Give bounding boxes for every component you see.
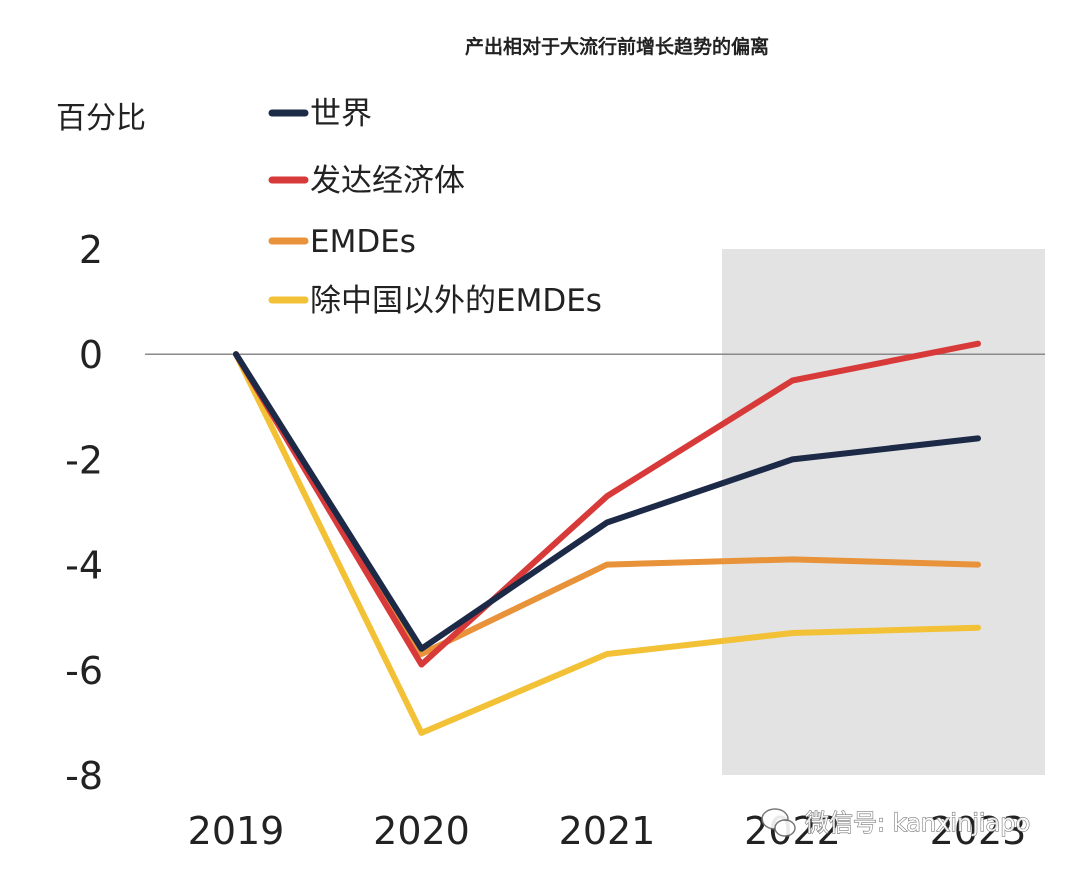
y-tick-label: 2 bbox=[79, 228, 103, 272]
x-tick-label: 2020 bbox=[373, 809, 470, 853]
wechat-icon bbox=[761, 808, 796, 837]
series-line-2 bbox=[233, 340, 981, 668]
y-tick-label: -8 bbox=[65, 754, 103, 798]
y-axis-label: 百分比 bbox=[56, 101, 146, 136]
legend-label: 发达经济体 bbox=[310, 163, 465, 199]
x-tick-label: 2019 bbox=[188, 809, 285, 853]
y-tick-label: 0 bbox=[79, 333, 103, 377]
y-tick-label: -2 bbox=[65, 438, 103, 482]
legend-label: 世界 bbox=[310, 96, 372, 132]
legend-label: EMDEs bbox=[310, 224, 416, 260]
watermark-text: 微信号: kanxinjiapo bbox=[805, 809, 1030, 837]
x-tick-label: 2023 bbox=[930, 809, 1027, 853]
x-tick-label: 2021 bbox=[559, 809, 656, 853]
y-tick-label: -4 bbox=[65, 544, 103, 588]
chart-title: 产出相对于大流行前增长趋势的偏离 bbox=[465, 35, 769, 58]
legend-label: 除中国以外的EMDEs bbox=[310, 283, 602, 319]
y-tick-label: -6 bbox=[65, 649, 103, 693]
watermark: 微信号: kanxinjiapo bbox=[761, 808, 1031, 838]
forecast-shading bbox=[722, 249, 1045, 775]
series-line-1 bbox=[233, 351, 981, 652]
series-line-4 bbox=[233, 351, 981, 736]
